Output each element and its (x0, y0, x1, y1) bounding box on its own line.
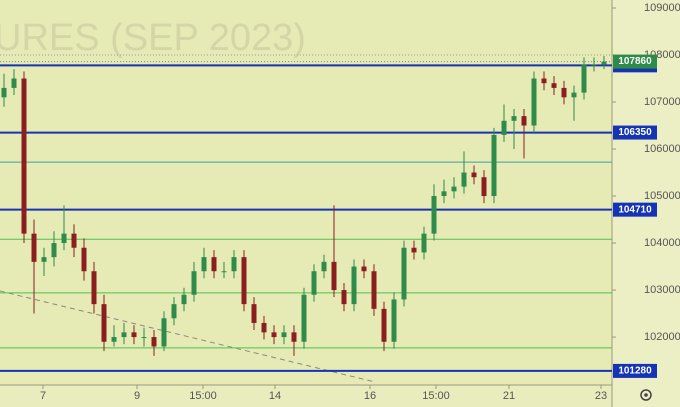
x-tick-label: 23 (595, 390, 607, 402)
candle-body (541, 78, 547, 84)
candle-body (361, 266, 367, 272)
candle-body (571, 92, 577, 98)
price-label-box (613, 202, 657, 217)
candle-body (371, 271, 377, 309)
price-label: 101280 (618, 366, 652, 377)
y-tick-label: 106000 (644, 143, 680, 155)
x-tick-label: 7 (40, 390, 46, 402)
candle-body (491, 134, 497, 197)
candle-body (331, 261, 337, 291)
candle-body (21, 78, 27, 234)
candle-body (301, 294, 307, 342)
last-price-box (613, 54, 657, 69)
candle-body (171, 304, 177, 319)
x-tick-label: 14 (269, 390, 281, 402)
candle-body (501, 120, 507, 135)
candle-body (91, 271, 97, 305)
candle-body (451, 186, 457, 192)
candle-body (321, 261, 327, 272)
candle-body (561, 87, 567, 98)
candle-body (151, 337, 157, 347)
candle-body (51, 243, 57, 258)
candle-body (271, 332, 277, 338)
candle-body (211, 257, 217, 272)
candle-body (471, 172, 477, 178)
candle-body (311, 271, 317, 295)
candle-body (81, 247, 87, 272)
candle-body (411, 247, 417, 253)
candle-body (421, 233, 427, 253)
candle-body (251, 304, 257, 323)
candle-body (601, 61, 607, 65)
candle-body (191, 271, 197, 295)
price-label-box (613, 363, 657, 378)
price-label: 104710 (618, 204, 652, 215)
candle-body (131, 332, 137, 338)
candle-body (41, 257, 47, 262)
price-label: 106350 (618, 127, 652, 138)
candle-body (161, 318, 167, 347)
candle-body (231, 257, 237, 272)
price-label-box (613, 125, 657, 140)
candle-body (11, 78, 17, 88)
candle-body (111, 337, 117, 342)
candle-body (291, 332, 297, 342)
candle-body (1, 87, 7, 98)
trend-line (0, 290, 376, 383)
candle-body (391, 299, 397, 342)
candle-body (31, 233, 37, 262)
candle-body (201, 257, 207, 272)
candle-body (551, 83, 557, 88)
candle-body (141, 337, 147, 339)
candle-body (441, 191, 447, 197)
candle-body (521, 116, 527, 126)
y-tick-label: 103000 (644, 284, 680, 296)
y-tick-label: 102000 (644, 331, 680, 343)
x-tick-label: 15:00 (189, 390, 217, 402)
y-tick-label: 104000 (644, 237, 680, 249)
candle-body (351, 266, 357, 305)
candle-body (61, 233, 67, 244)
x-tick-label: 15:00 (422, 390, 450, 402)
candle-body (381, 308, 387, 342)
candle-body (481, 177, 487, 197)
x-tick-label: 21 (503, 390, 515, 402)
candle-body (281, 332, 287, 338)
settings-icon[interactable] (640, 389, 652, 401)
candle-body (341, 290, 347, 305)
last-price-label: 107860 (618, 56, 652, 67)
gear-center[interactable] (644, 393, 648, 397)
candle-body (181, 294, 187, 305)
candle-body (241, 257, 247, 305)
candle-body (401, 247, 407, 300)
y-tick-label: 105000 (644, 190, 680, 202)
candle-body (511, 116, 517, 121)
candle-body (581, 64, 587, 93)
candle-body (221, 271, 227, 273)
x-tick-label: 9 (134, 390, 140, 402)
candle-body (101, 304, 107, 342)
candle-body (261, 322, 267, 333)
watermark: URES (SEP 2023) (0, 17, 306, 59)
gear[interactable] (640, 389, 652, 401)
candle-body (431, 196, 437, 234)
candle-body (591, 64, 597, 66)
x-tick-label: 16 (364, 390, 376, 402)
y-tick-label: 109000 (644, 2, 680, 14)
candle-body (71, 233, 77, 248)
candle-body (531, 78, 537, 126)
y-tick-label: 107000 (644, 96, 680, 108)
candle-body (461, 172, 467, 187)
candle-body (121, 332, 127, 338)
